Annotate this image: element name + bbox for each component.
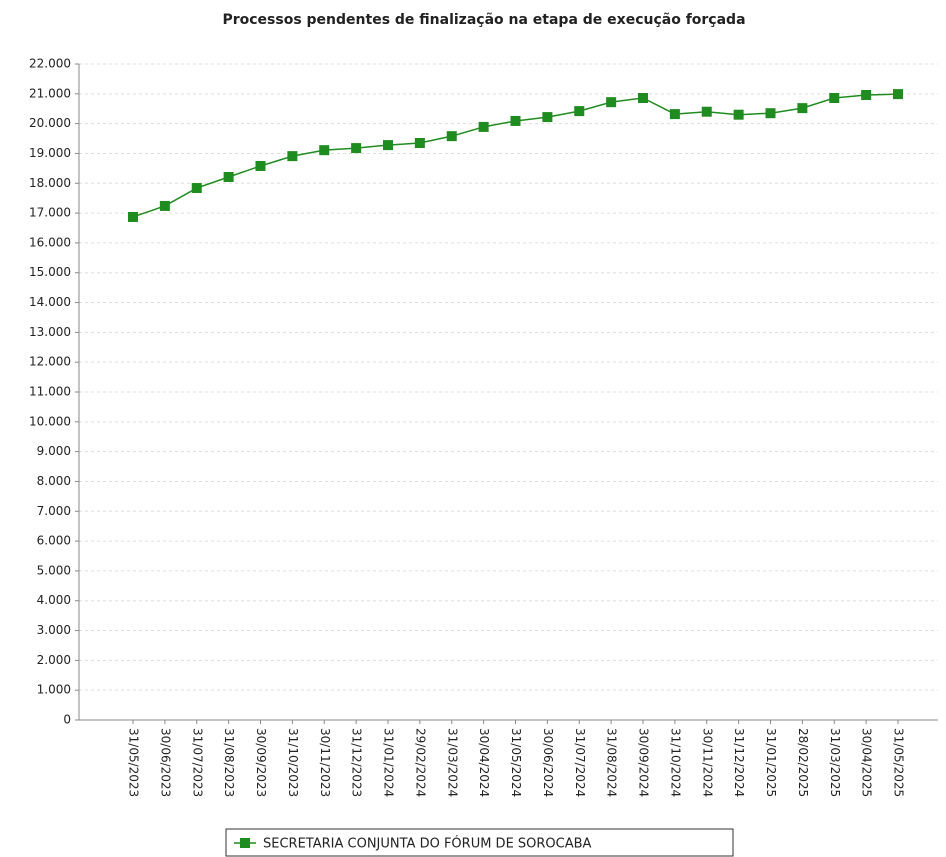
x-tick-label: 28/02/2025 xyxy=(796,728,810,797)
x-tick-label: 31/03/2025 xyxy=(828,728,842,797)
data-point xyxy=(287,151,298,162)
y-tick-label: 21.000 xyxy=(29,86,71,100)
data-point xyxy=(223,172,234,183)
data-point xyxy=(191,183,202,194)
x-tick-label: 31/05/2023 xyxy=(127,728,141,797)
x-tick-label: 31/12/2023 xyxy=(350,728,364,797)
x-tick-label: 31/07/2023 xyxy=(190,728,204,797)
data-point xyxy=(414,138,425,149)
data-point xyxy=(701,106,712,117)
data-point xyxy=(606,97,617,108)
y-tick-label: 19.000 xyxy=(29,146,71,160)
data-point xyxy=(542,112,553,123)
data-point xyxy=(638,92,648,103)
legend-marker xyxy=(240,838,250,848)
x-tick-label: 31/10/2023 xyxy=(286,728,300,797)
legend-label: SECRETARIA CONJUNTA DO FÓRUM DE SOROCABA xyxy=(263,836,592,852)
x-tick-label: 31/05/2024 xyxy=(509,728,523,797)
x-tick-label: 30/09/2024 xyxy=(637,728,651,797)
x-tick-label: 30/11/2023 xyxy=(318,728,332,797)
y-tick-label: 8.000 xyxy=(37,474,71,488)
x-tick-label: 31/01/2024 xyxy=(382,728,396,797)
chart-title: Processos pendentes de finalização na et… xyxy=(222,12,745,28)
y-tick-label: 0 xyxy=(63,713,71,727)
legend-box xyxy=(225,828,734,857)
y-tick-label: 11.000 xyxy=(29,385,71,399)
y-tick-label: 18.000 xyxy=(29,176,71,190)
x-tick-label: 30/04/2025 xyxy=(860,728,874,797)
x-tick-label: 31/01/2025 xyxy=(764,728,778,797)
data-point xyxy=(893,89,903,100)
x-tick-label: 31/10/2024 xyxy=(668,728,682,797)
data-point xyxy=(351,143,362,154)
x-tick-label: 31/08/2024 xyxy=(605,728,619,797)
data-point xyxy=(829,92,840,103)
y-tick-label: 4.000 xyxy=(37,593,71,607)
y-tick-label: 7.000 xyxy=(37,504,71,518)
data-point xyxy=(446,131,457,142)
data-point xyxy=(510,115,521,126)
y-tick-label: 15.000 xyxy=(29,265,71,279)
y-tick-label: 6.000 xyxy=(37,534,71,548)
x-tick-label: 31/12/2024 xyxy=(732,728,746,797)
x-tick-label: 30/11/2024 xyxy=(700,728,714,797)
data-point xyxy=(733,109,744,120)
x-tick-label: 31/05/2025 xyxy=(892,728,906,797)
data-point xyxy=(319,145,330,156)
y-tick-label: 22.000 xyxy=(29,57,71,71)
x-tick-label: 31/03/2024 xyxy=(445,728,459,797)
y-tick-label: 5.000 xyxy=(37,563,71,577)
y-tick-label: 13.000 xyxy=(29,325,71,339)
y-tick-label: 2.000 xyxy=(37,653,71,667)
data-point xyxy=(159,200,170,211)
data-point xyxy=(765,108,776,119)
x-tick-label: 29/02/2024 xyxy=(413,728,427,797)
data-point xyxy=(861,90,872,101)
data-point xyxy=(574,106,585,117)
data-point xyxy=(128,211,138,222)
y-tick-label: 17.000 xyxy=(29,206,71,220)
x-tick-label: 30/06/2023 xyxy=(158,728,172,797)
data-point xyxy=(669,109,680,120)
y-tick-label: 14.000 xyxy=(29,295,71,309)
y-tick-label: 1.000 xyxy=(37,683,71,697)
y-tick-label: 3.000 xyxy=(37,623,71,637)
data-point xyxy=(255,160,266,171)
data-point xyxy=(478,121,489,132)
data-point xyxy=(797,103,808,114)
x-tick-label: 30/09/2023 xyxy=(254,728,268,797)
series-line xyxy=(132,93,899,218)
data-point xyxy=(383,140,393,151)
y-tick-label: 9.000 xyxy=(37,444,71,458)
y-tick-label: 12.000 xyxy=(29,355,71,369)
x-tick-label: 30/04/2024 xyxy=(477,728,491,797)
x-tick-label: 30/06/2024 xyxy=(541,728,555,797)
y-tick-label: 10.000 xyxy=(29,414,71,428)
y-tick-label: 16.000 xyxy=(29,235,71,249)
x-tick-label: 31/07/2024 xyxy=(573,728,587,797)
y-tick-label: 20.000 xyxy=(29,116,71,130)
x-tick-label: 31/08/2023 xyxy=(222,728,236,797)
